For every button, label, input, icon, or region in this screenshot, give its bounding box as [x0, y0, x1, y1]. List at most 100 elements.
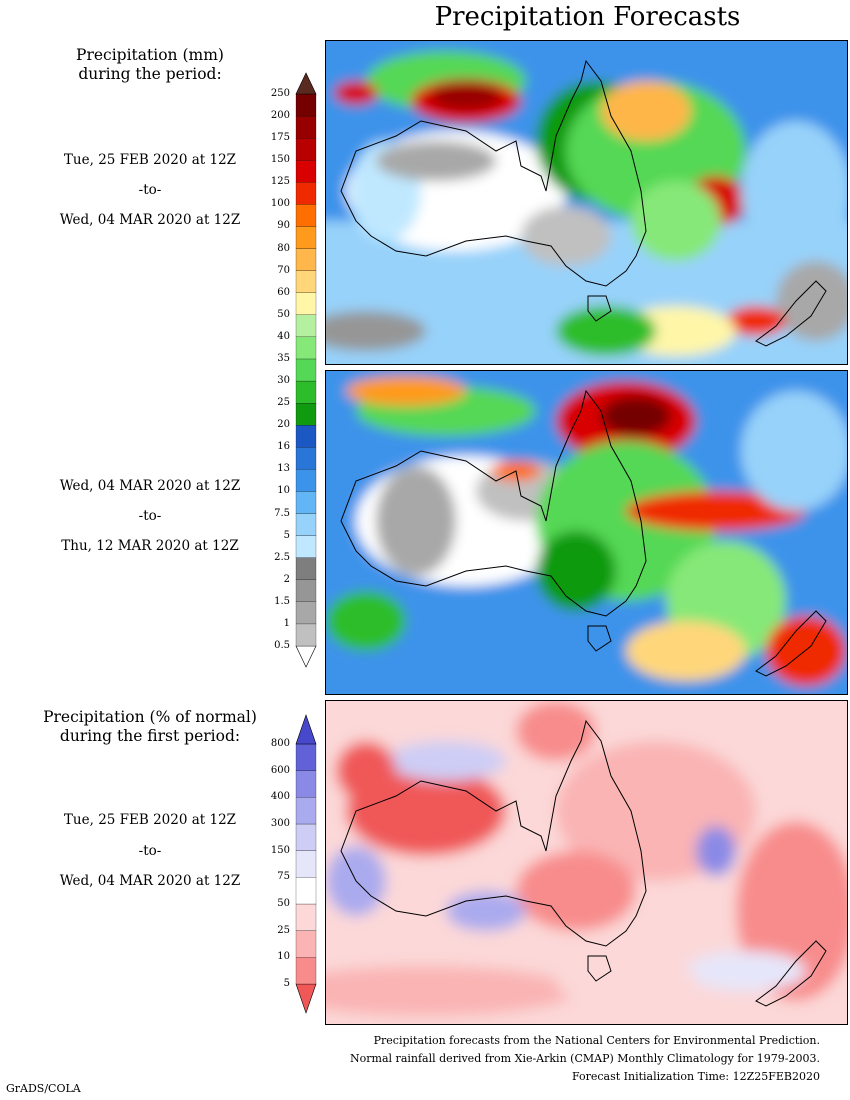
period3-to: -to-: [138, 843, 162, 859]
period3-end: Wed, 04 MAR 2020 at 12Z: [59, 873, 241, 889]
precip-field-period1: [326, 41, 847, 364]
colorbar-tick-label: 150: [270, 844, 290, 856]
period3-start: Tue, 25 FEB 2020 at 12Z: [63, 812, 237, 828]
map-panel-period2: [325, 370, 848, 695]
period1-start: Tue, 25 FEB 2020 at 12Z: [63, 152, 237, 168]
colorbar-segment: [295, 447, 317, 470]
colorbar-segment: [295, 579, 317, 602]
footer-notes: Precipitation forecasts from the Nationa…: [350, 1032, 820, 1086]
colorbar-segment: [295, 270, 317, 293]
map-panel-period1: [325, 40, 848, 365]
colorbar-arrow-low: [295, 645, 317, 668]
colorbar-tick-label: 200: [270, 110, 290, 122]
period2-to: -to-: [138, 508, 162, 524]
colorbar-segment: [295, 601, 317, 625]
credit-label: GrADS/COLA: [6, 1082, 81, 1095]
colorbar-segment: [295, 93, 317, 117]
colorbar-segment: [295, 743, 317, 771]
footer-line1: Precipitation forecasts from the Nationa…: [373, 1034, 820, 1047]
colorbar-tick-label: 125: [270, 176, 290, 188]
colorbar-segment: [295, 292, 317, 315]
colorbar-tick-label: 16: [277, 441, 290, 453]
colorbar-segment: [295, 930, 317, 958]
colorbar-tick-label: 75: [277, 871, 290, 883]
colorbar-arrow-high: [295, 72, 317, 95]
colorbar-segment: [295, 314, 317, 338]
colorbar-segment: [295, 226, 317, 249]
colorbar-tick-label: 40: [277, 330, 290, 342]
colorbar-tick-label: 250: [270, 88, 290, 99]
colorbar-tick-label: 50: [277, 898, 290, 909]
colorbar-tick-label: 2.5: [274, 551, 290, 563]
colorbar-tick-label: 10: [277, 485, 290, 497]
colorbar-segment: [295, 402, 317, 426]
colorbar-tick-label: 7.5: [274, 507, 290, 519]
colorbar-arrow-low: [295, 983, 317, 1014]
colorbar-tick-label: 800: [270, 738, 290, 749]
precip-field-period2: [326, 371, 847, 694]
map-panel-anomaly: [325, 700, 848, 1025]
colorbar-segment: [295, 380, 317, 404]
colorbar-tick-label: 2: [283, 573, 290, 585]
anomaly-legend-heading: Precipitation (% of normal) during the f…: [20, 708, 280, 746]
colorbar-tick-label: 25: [277, 397, 290, 409]
coastline-anomaly: [340, 719, 827, 1007]
amount-colorbar: [295, 72, 317, 668]
colorbar-segment: [295, 425, 317, 448]
colorbar-tick-label: 150: [270, 154, 290, 166]
colorbar-segment: [295, 850, 317, 878]
footer-line2: Normal rainfall derived from Xie-Arkin (…: [350, 1052, 820, 1065]
colorbar-tick-label: 300: [270, 818, 290, 829]
colorbar-segment: [295, 115, 317, 139]
colorbar-segment: [295, 903, 317, 931]
colorbar-tick-label: 35: [277, 352, 290, 364]
colorbar-tick-label: 20: [277, 419, 290, 431]
colorbar-segment: [295, 182, 317, 205]
anomaly-legend-heading-line1: Precipitation (% of normal): [43, 708, 257, 726]
colorbar-segment: [295, 823, 317, 851]
colorbar-segment: [295, 160, 317, 183]
colorbar-segment: [295, 336, 317, 360]
colorbar-segment: [295, 469, 317, 492]
colorbar-segment: [295, 957, 317, 985]
colorbar-segment: [295, 797, 317, 825]
coastline-period2: [340, 389, 827, 677]
colorbar-tick-label: 1.5: [274, 595, 290, 607]
page-title: Precipitation Forecasts: [434, 2, 741, 32]
colorbar-segment: [295, 204, 317, 227]
footer-line3: Forecast Initialization Time: 12Z25FEB20…: [571, 1070, 820, 1083]
anomaly-colorbar: [295, 714, 317, 1014]
colorbar-tick-label: 30: [277, 375, 290, 387]
colorbar-tick-label: 175: [270, 132, 290, 144]
colorbar-tick-label: 10: [277, 951, 290, 963]
colorbar-tick-label: 90: [277, 220, 290, 232]
colorbar-segment: [295, 248, 317, 271]
coastline-period1: [340, 59, 827, 347]
period1-end: Wed, 04 MAR 2020 at 12Z: [59, 212, 241, 228]
colorbar-segment: [295, 623, 317, 647]
colorbar-segment: [295, 491, 317, 514]
colorbar-tick-label: 70: [277, 264, 290, 276]
period2-end: Thu, 12 MAR 2020 at 12Z: [61, 538, 239, 554]
colorbar-tick-label: 600: [270, 764, 290, 776]
amount-legend-heading-line2: during the period:: [78, 65, 222, 83]
anomaly-colorbar-ticks: 5 10 25 50 75 150 300 400 600 800: [260, 714, 290, 1014]
colorbar-tick-label: 400: [270, 791, 290, 803]
colorbar-tick-label: 60: [277, 286, 290, 298]
colorbar-tick-label: 0.5: [274, 640, 290, 651]
amount-colorbar-ticks: 0.5 1 1.5 2 2.5 5 7.5 10 13 16 20 25 30 35 40 50 60 70 80 9…: [260, 72, 290, 668]
colorbar-segment: [295, 138, 317, 161]
colorbar-tick-label: 1: [283, 617, 290, 629]
colorbar-segment: [295, 877, 317, 905]
colorbar-tick-label: 100: [270, 198, 290, 210]
colorbar-segment: [295, 557, 317, 580]
colorbar-arrow-high: [295, 714, 317, 745]
colorbar-tick-label: 5: [283, 978, 290, 989]
amount-legend-heading: Precipitation (mm) during the period:: [20, 46, 280, 84]
colorbar-segment: [295, 770, 317, 798]
amount-legend-heading-line1: Precipitation (mm): [76, 46, 224, 64]
period1-to: -to-: [138, 182, 162, 198]
colorbar-tick-label: 25: [277, 924, 290, 936]
colorbar-segment: [295, 358, 317, 382]
colorbar-tick-label: 80: [277, 242, 290, 254]
